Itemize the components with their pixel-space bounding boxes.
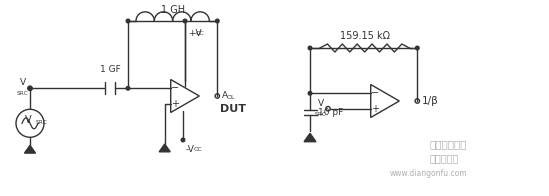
Text: 理想的放大器: 理想的放大器	[430, 139, 468, 149]
Circle shape	[126, 19, 130, 23]
Text: −: −	[171, 83, 179, 93]
Text: $_{\mathrm{SRC}}$: $_{\mathrm{SRC}}$	[35, 118, 48, 127]
Circle shape	[183, 19, 187, 23]
Text: −: −	[371, 88, 379, 98]
Text: OL: OL	[226, 94, 235, 100]
Text: +: +	[371, 104, 379, 114]
Polygon shape	[159, 144, 170, 152]
Polygon shape	[25, 145, 36, 153]
Text: DUT: DUT	[220, 104, 247, 114]
Text: 电子发烧受: 电子发烧受	[430, 153, 460, 163]
Text: www.diangonfu.com: www.diangonfu.com	[390, 170, 468, 179]
Circle shape	[308, 92, 312, 95]
Text: V: V	[318, 99, 324, 108]
Circle shape	[126, 86, 130, 90]
Text: A: A	[222, 91, 228, 100]
Circle shape	[416, 46, 419, 50]
Text: CC: CC	[194, 147, 203, 152]
Text: V: V	[20, 78, 26, 87]
Circle shape	[308, 46, 312, 50]
Text: 1 GH: 1 GH	[161, 5, 184, 15]
Text: $_{\mathrm{SRC}}$: $_{\mathrm{SRC}}$	[16, 89, 29, 98]
Text: 159.15 kΩ: 159.15 kΩ	[340, 31, 390, 41]
Text: V: V	[25, 115, 31, 125]
Text: -V: -V	[186, 145, 195, 154]
Text: +V: +V	[188, 29, 201, 38]
Text: 1/β: 1/β	[422, 96, 439, 106]
Polygon shape	[304, 133, 316, 142]
Circle shape	[28, 86, 32, 90]
Text: 1 GF: 1 GF	[99, 65, 120, 74]
Text: $_{\mathrm{SRC}}$: $_{\mathrm{SRC}}$	[315, 110, 327, 119]
Text: +: +	[171, 99, 179, 109]
Text: 10 pF: 10 pF	[318, 108, 343, 117]
Circle shape	[216, 19, 219, 23]
Text: CC: CC	[196, 31, 205, 36]
Circle shape	[181, 138, 185, 142]
